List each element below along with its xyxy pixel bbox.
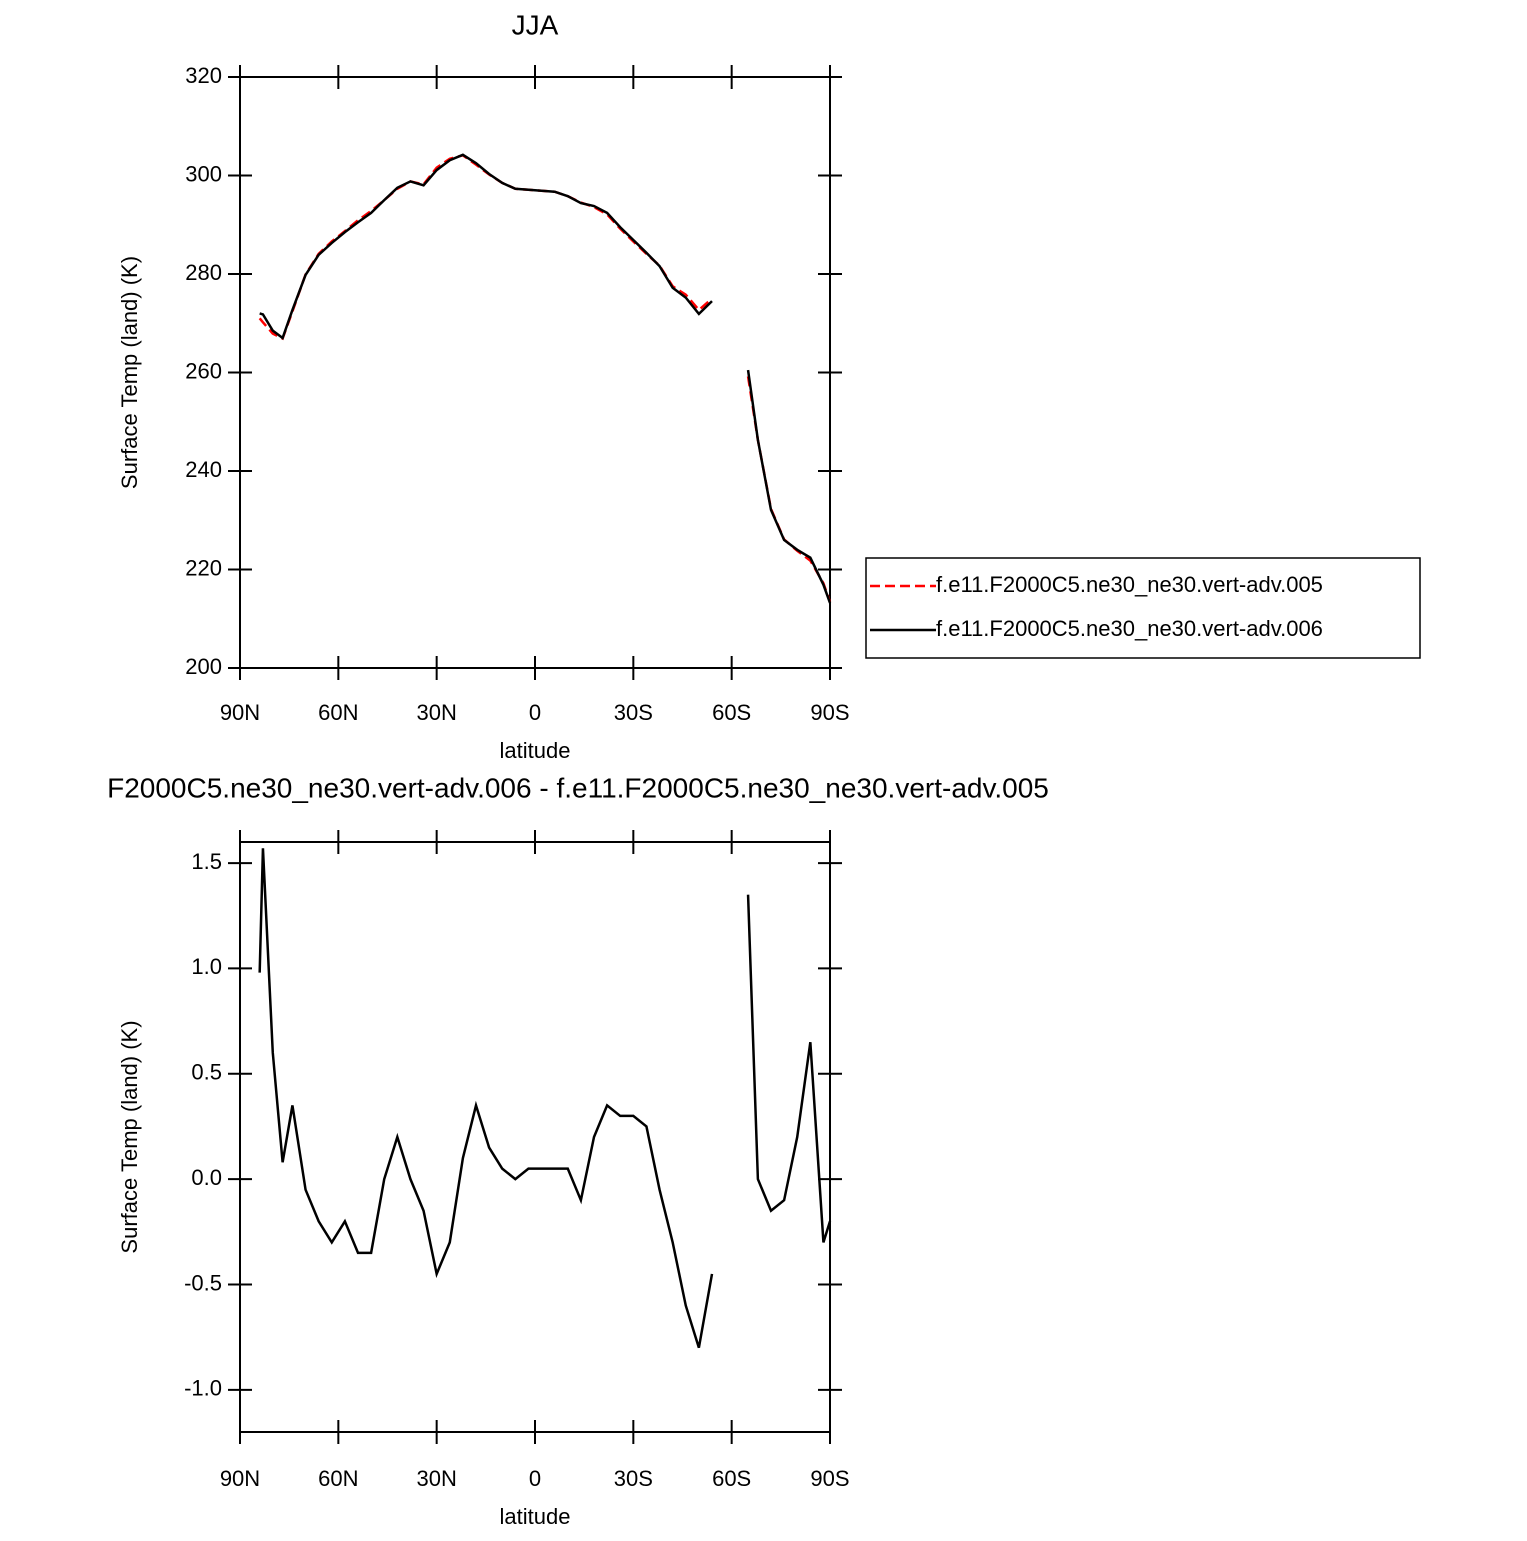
legend-label: f.e11.F2000C5.ne30_ne30.vert-adv.005 [936, 572, 1323, 597]
x-tick-label: 90N [220, 1466, 260, 1491]
legend-label: f.e11.F2000C5.ne30_ne30.vert-adv.006 [936, 616, 1323, 641]
y-tick-label: 320 [185, 63, 222, 88]
plot-frame [239, 841, 831, 1433]
y-tick-label: 1.5 [191, 849, 222, 874]
y-tick-label: 0.5 [191, 1060, 222, 1085]
data-line [258, 848, 832, 1349]
y-axis-label: Surface Temp (land) (K) [117, 256, 142, 489]
y-tick-label: 300 [185, 161, 222, 186]
y-tick-label: 280 [185, 260, 222, 285]
legend-box [865, 557, 1421, 659]
x-tick-label: 0 [529, 700, 541, 725]
y-axis-label: Surface Temp (land) (K) [117, 1020, 142, 1253]
chart-title: F2000C5.ne30_ne30.vert-adv.006 - f.e11.F… [107, 772, 1049, 803]
x-axis-label: latitude [500, 1504, 571, 1529]
x-tick-label: 90S [810, 700, 849, 725]
y-tick-label: 240 [185, 457, 222, 482]
y-tick-label: 1.0 [191, 954, 222, 979]
x-tick-label: 30S [614, 1466, 653, 1491]
x-tick-label: 90N [220, 700, 260, 725]
x-tick-label: 30N [416, 1466, 456, 1491]
data-line [259, 153, 832, 604]
x-tick-label: 30N [416, 700, 456, 725]
plot-frame [239, 76, 831, 669]
x-tick-label: 90S [810, 1466, 849, 1491]
y-tick-label: 200 [185, 654, 222, 679]
x-tick-label: 60N [318, 700, 358, 725]
x-tick-label: 0 [529, 1466, 541, 1491]
data-line [258, 153, 832, 603]
y-tick-label: 220 [185, 555, 222, 580]
x-tick-label: 60S [712, 700, 751, 725]
y-tick-label: -1.0 [184, 1376, 222, 1401]
y-tick-label: 0.0 [191, 1165, 222, 1190]
x-axis-label: latitude [500, 738, 571, 763]
x-tick-label: 60S [712, 1466, 751, 1491]
y-tick-label: 260 [185, 358, 222, 383]
x-tick-label: 30S [614, 700, 653, 725]
chart-title: JJA [512, 9, 559, 40]
x-tick-label: 60N [318, 1466, 358, 1491]
y-tick-label: -0.5 [184, 1270, 222, 1295]
